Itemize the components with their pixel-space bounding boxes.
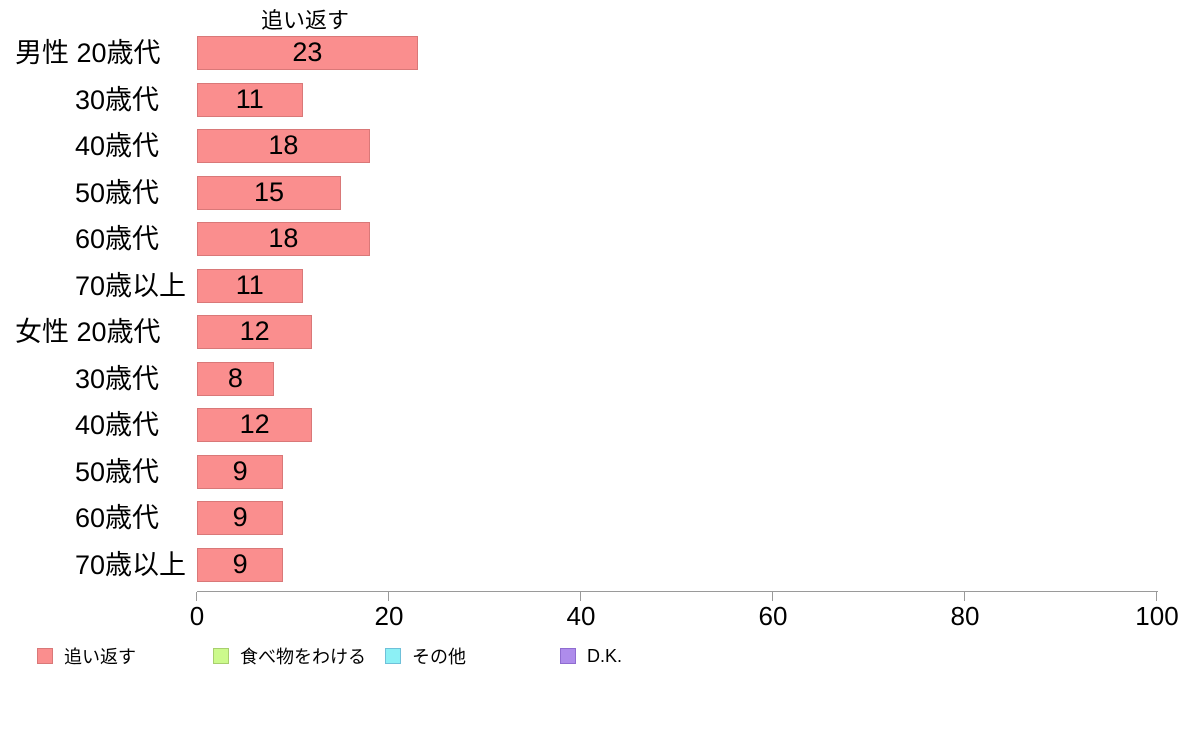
- x-axis-line: [197, 591, 1158, 592]
- x-axis-tick-label: 80: [950, 601, 980, 631]
- category-label: 男性 20歳代: [15, 38, 161, 68]
- x-axis-tick-mark: [580, 592, 582, 601]
- legend-swatch-icon: [213, 648, 229, 664]
- bar-value-label: 18: [268, 223, 299, 253]
- bar: 11: [197, 268, 303, 303]
- legend-label: D.K.: [587, 645, 623, 666]
- bar-value-label: 18: [268, 130, 299, 160]
- category-label: 60歳代: [75, 224, 160, 254]
- x-axis-tick-label: 40: [566, 601, 596, 631]
- legend-item: D.K.: [560, 643, 622, 669]
- x-axis-tick-mark: [1156, 592, 1158, 601]
- x-axis-tick-label: 20: [374, 601, 404, 631]
- legend: 追い返す 食べ物をわける その他 D.K.: [0, 643, 1188, 673]
- category-label: 50歳代: [75, 456, 160, 487]
- bar-value-label: 12: [239, 316, 270, 346]
- category-label: 40歳代: [75, 131, 160, 161]
- bar-value-label: 23: [292, 37, 323, 67]
- bar-value-label: 9: [232, 455, 248, 486]
- x-axis-tick-label: 0: [189, 601, 205, 631]
- chart-title: 追い返す: [260, 8, 350, 33]
- bar: 18: [197, 222, 370, 256]
- bar: 12: [197, 408, 313, 442]
- category-label: 女性 20歳代: [15, 317, 161, 347]
- bar: 15: [197, 175, 341, 210]
- bar-value-label: 9: [232, 502, 248, 532]
- bar-value-label: 12: [239, 409, 270, 439]
- legend-item: 追い返す: [37, 643, 136, 669]
- x-axis-tick-mark: [196, 592, 198, 601]
- bar: 11: [197, 82, 303, 117]
- x-axis-tick-label: 100: [1135, 601, 1179, 631]
- category-label: 70歳以上: [75, 270, 187, 301]
- bar-value-label: 11: [235, 269, 264, 300]
- bar: 8: [197, 361, 274, 396]
- category-label: 70歳以上: [75, 549, 187, 580]
- bar: 12: [197, 315, 313, 349]
- category-label: 30歳代: [75, 363, 160, 394]
- bar-value-label: 15: [253, 176, 285, 207]
- bar: 18: [197, 129, 370, 163]
- legend-label: 追い返す: [64, 647, 136, 667]
- x-axis-tick-mark: [964, 592, 966, 601]
- category-label: 40歳代: [75, 410, 160, 440]
- category-label: 50歳代: [75, 177, 160, 208]
- legend-swatch-icon: [560, 648, 576, 664]
- x-axis-tick-label: 60: [758, 601, 788, 631]
- legend-item: 食べ物をわける: [213, 643, 366, 669]
- category-label: 30歳代: [75, 84, 160, 115]
- legend-swatch-icon: [37, 648, 53, 664]
- legend-label: 食べ物をわける: [240, 647, 366, 667]
- legend-item: その他: [385, 643, 466, 669]
- bar-value-label: 11: [235, 83, 264, 114]
- bar-value-label: 8: [227, 362, 243, 393]
- bar: 9: [197, 454, 284, 489]
- bar-value-label: 9: [232, 548, 248, 579]
- legend-label: その他: [412, 647, 466, 667]
- bar: 23: [197, 36, 418, 70]
- category-label: 60歳代: [75, 503, 160, 533]
- bar: 9: [197, 547, 284, 582]
- bar: 9: [197, 501, 284, 535]
- legend-swatch-icon: [385, 648, 401, 664]
- x-axis-tick-mark: [388, 592, 390, 601]
- x-axis-tick-mark: [772, 592, 774, 601]
